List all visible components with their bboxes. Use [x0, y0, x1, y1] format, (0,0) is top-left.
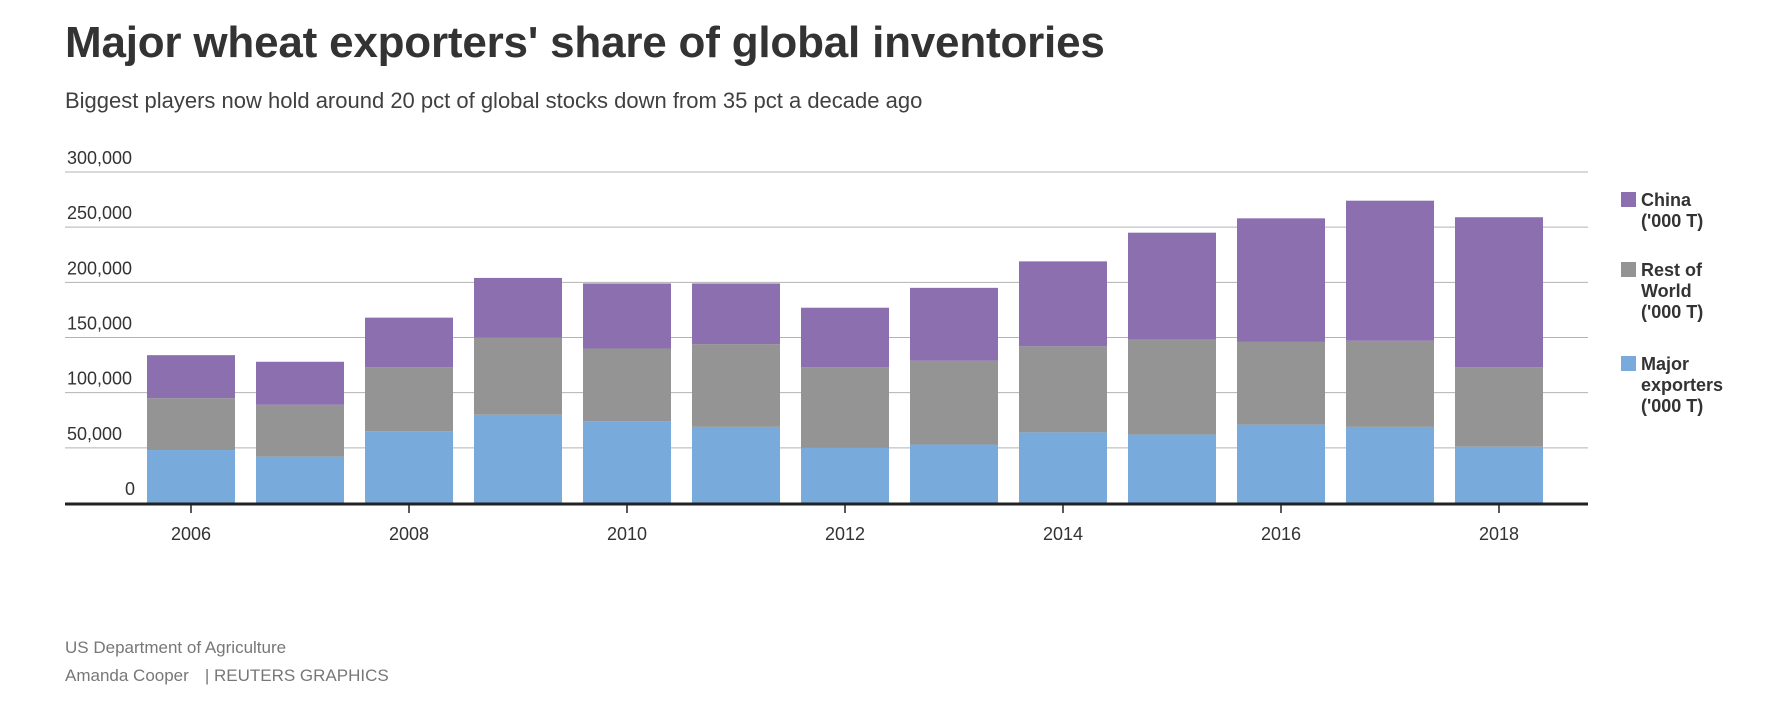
bar-segment	[583, 348, 671, 422]
legend-label: ('000 T)	[1641, 396, 1703, 416]
y-tick-label: 300,000	[67, 148, 132, 168]
bar-segment	[474, 277, 562, 338]
legend-swatch	[1621, 262, 1636, 277]
bar-segment	[801, 307, 889, 368]
bar-segment	[1346, 200, 1434, 341]
legend-swatch	[1621, 356, 1636, 371]
bar-segment	[583, 283, 671, 349]
bar-segment	[1128, 232, 1216, 340]
bar-segment	[1019, 432, 1107, 503]
bar-segment	[1455, 446, 1543, 503]
bar-segment	[147, 450, 235, 503]
bar-segment	[692, 283, 780, 345]
x-tick-label: 2016	[1261, 524, 1301, 544]
legend-label: ('000 T)	[1641, 302, 1703, 322]
bar-segment	[365, 317, 453, 368]
legend-label: Rest of	[1641, 260, 1703, 280]
credit-line: Amanda Cooper | REUTERS GRAPHICS	[65, 666, 389, 686]
y-tick-label: 100,000	[67, 369, 132, 389]
x-tick-label: 2010	[607, 524, 647, 544]
bar-segment	[692, 344, 780, 427]
bar-segment	[1237, 218, 1325, 342]
chart-subtitle: Biggest players now hold around 20 pct o…	[65, 88, 923, 113]
bar-segment	[801, 447, 889, 503]
source-note: US Department of Agriculture	[65, 638, 287, 657]
bar-segment	[692, 426, 780, 503]
bar-segment	[910, 360, 998, 445]
bar-segment	[910, 287, 998, 361]
bar-segment	[910, 444, 998, 503]
x-tick-label: 2018	[1479, 524, 1519, 544]
y-tick-label: 50,000	[67, 424, 122, 444]
bar-segment	[1237, 424, 1325, 503]
x-tick-label: 2014	[1043, 524, 1083, 544]
y-tick-label: 250,000	[67, 203, 132, 223]
bar-segment	[1128, 434, 1216, 503]
legend-label: exporters	[1641, 375, 1723, 395]
bar-segment	[474, 337, 562, 415]
bar-segment	[256, 456, 344, 503]
bar-segment	[474, 414, 562, 503]
x-axis-ticks: 2006 2008 2010 2012 2014 2016 2018	[171, 505, 1519, 544]
bar-segment	[256, 404, 344, 457]
x-tick-label: 2008	[389, 524, 429, 544]
legend-swatch	[1621, 192, 1636, 207]
legend-label: World	[1641, 281, 1692, 301]
bar-segment	[365, 431, 453, 503]
bar-segment	[1128, 339, 1216, 435]
bars	[147, 200, 1543, 503]
legend-label: Major	[1641, 354, 1689, 374]
x-tick-label: 2012	[825, 524, 865, 544]
bar-segment	[147, 398, 235, 451]
bar-segment	[801, 367, 889, 448]
brand-label: | REUTERS GRAPHICS	[204, 666, 389, 685]
y-tick-label: 0	[125, 479, 135, 499]
legend-label: ('000 T)	[1641, 211, 1703, 231]
bar-segment	[1237, 341, 1325, 425]
y-tick-label: 200,000	[67, 258, 132, 278]
bar-segment	[1455, 367, 1543, 447]
chart-title: Major wheat exporters' share of global i…	[65, 18, 1105, 67]
bar-segment	[1346, 340, 1434, 427]
x-tick-label: 2006	[171, 524, 211, 544]
y-axis-labels: 0 50,000 100,000 150,000 200,000 250,000 300,0…	[67, 148, 135, 499]
bar-segment	[1019, 346, 1107, 433]
bar-segment	[147, 355, 235, 399]
bar-segment	[1346, 426, 1434, 503]
y-tick-label: 150,000	[67, 314, 132, 334]
bar-segment	[583, 421, 671, 503]
stacked-bar-chart: 0 50,000 100,000 150,000 200,000 250,000 300,0…	[65, 148, 1723, 544]
legend-label: China	[1641, 190, 1692, 210]
bar-segment	[1019, 261, 1107, 347]
author-name: Amanda Cooper	[65, 666, 189, 685]
bar-segment	[256, 361, 344, 405]
bar-segment	[365, 367, 453, 432]
bar-segment	[1455, 217, 1543, 368]
